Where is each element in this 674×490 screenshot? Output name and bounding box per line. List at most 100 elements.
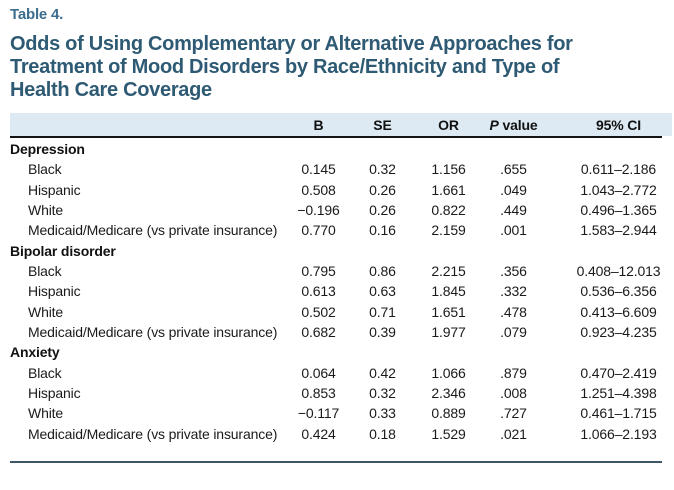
cell-p: .332 — [500, 283, 527, 300]
table-row: Hispanic 0.853 0.32 2.346 .008 1.251–4.3… — [10, 383, 662, 403]
cell-se: 0.33 — [369, 405, 396, 422]
cell-or: 1.156 — [431, 161, 466, 178]
row-label: Medicaid/Medicare (vs private insurance) — [28, 222, 278, 239]
cell-ci: 0.496–1.365 — [580, 202, 657, 219]
cell-se: 0.26 — [369, 202, 396, 219]
cell-se: 0.63 — [369, 283, 396, 300]
row-label: Hispanic — [28, 181, 81, 198]
cell-b: 0.508 — [301, 181, 336, 198]
cell-or: 1.651 — [431, 303, 466, 320]
cell-b: 0.795 — [301, 263, 336, 280]
cell-b: 0.770 — [301, 222, 336, 239]
row-label: Hispanic — [28, 385, 81, 402]
cell-or: 1.529 — [431, 425, 466, 442]
cell-p: .449 — [500, 202, 527, 219]
row-label: Hispanic — [28, 283, 81, 300]
table-row: Hispanic 0.613 0.63 1.845 .332 0.536–6.3… — [10, 281, 662, 301]
table-header: B SE OR P value 95% CI — [10, 113, 662, 138]
cell-or: 0.822 — [431, 202, 466, 219]
cell-p: .879 — [500, 364, 527, 381]
cell-p: .727 — [500, 405, 527, 422]
cell-p: .478 — [500, 303, 527, 320]
col-header-b: B — [289, 113, 348, 138]
cell-or: 1.977 — [431, 324, 466, 341]
section-label: Anxiety — [10, 344, 60, 361]
page-title-line-3: Health Care Coverage — [10, 79, 212, 101]
cell-or: 0.889 — [431, 405, 466, 422]
cell-ci: 0.408–12.013 — [576, 263, 661, 280]
cell-ci: 1.043–2.772 — [580, 181, 657, 198]
cell-b: 0.613 — [301, 283, 336, 300]
cell-p: .021 — [500, 425, 527, 442]
cell-ci: 0.461–1.715 — [580, 405, 657, 422]
row-label: White — [28, 303, 64, 320]
row-label: Medicaid/Medicare (vs private insurance) — [28, 425, 278, 442]
p-rest: value — [498, 116, 538, 133]
page-title-line-1: Odds of Using Complementary or Alternati… — [10, 33, 573, 55]
page-title: Odds of Using Complementary or Alternati… — [10, 33, 662, 102]
table-row: Medicaid/Medicare (vs private insurance)… — [10, 322, 662, 342]
table-row: White 0.502 0.71 1.651 .478 0.413–6.609 — [10, 302, 662, 322]
header-row: B SE OR P value 95% CI — [10, 113, 662, 138]
table-row: Black 0.064 0.42 1.066 .879 0.470–2.419 — [10, 363, 662, 383]
cell-b: −0.117 — [297, 405, 340, 422]
row-label: Black — [28, 263, 62, 280]
section-label: Depression — [10, 141, 85, 157]
table-row: Hispanic 0.508 0.26 1.661 .049 1.043–2.7… — [10, 180, 662, 200]
table-body: Depression Black 0.145 0.32 1.156 .655 0… — [10, 137, 662, 444]
p-italic: P — [489, 116, 499, 133]
cell-or: 1.661 — [431, 181, 466, 198]
table-row: White −0.117 0.33 0.889 .727 0.461–1.715 — [10, 403, 662, 423]
cell-or: 2.215 — [431, 263, 466, 280]
table-row: Medicaid/Medicare (vs private insurance)… — [10, 424, 662, 444]
row-label: Medicaid/Medicare (vs private insurance) — [28, 324, 278, 341]
cell-or: 1.066 — [431, 364, 466, 381]
row-label: Black — [28, 161, 62, 178]
cell-b: 0.145 — [301, 161, 336, 178]
bottom-rule — [10, 461, 662, 463]
row-label: White — [28, 202, 64, 219]
table-row: Black 0.145 0.32 1.156 .655 0.611–2.186 — [10, 159, 662, 179]
cell-ci: 1.583–2.944 — [580, 222, 657, 239]
cell-se: 0.16 — [369, 222, 396, 239]
cell-ci: 0.611–2.186 — [580, 161, 657, 178]
cell-se: 0.32 — [369, 385, 396, 402]
cell-ci: 0.536–6.356 — [580, 283, 657, 300]
cell-p: .655 — [500, 161, 527, 178]
table-row: Black 0.795 0.86 2.215 .356 0.408–12.013 — [10, 261, 662, 281]
cell-p: .008 — [500, 385, 527, 402]
cell-b: 0.853 — [301, 385, 336, 402]
cell-p: .049 — [500, 181, 527, 198]
row-label: Black — [28, 364, 62, 381]
cell-ci: 1.066–2.193 — [580, 425, 657, 442]
table-wrapper: B SE OR P value 95% CI Depression Black … — [10, 113, 672, 463]
cell-p: .079 — [500, 324, 527, 341]
cell-ci: 0.923–4.235 — [580, 324, 657, 341]
table-number-label: Table 4. — [10, 6, 64, 23]
cell-ci: 0.470–2.419 — [580, 364, 657, 381]
cell-ci: 0.413–6.609 — [580, 303, 657, 320]
cell-b: 0.502 — [301, 303, 336, 320]
section-row-depression: Depression — [10, 137, 662, 159]
table-row: Medicaid/Medicare (vs private insurance)… — [10, 220, 662, 240]
cell-se: 0.32 — [369, 161, 396, 178]
cell-se: 0.26 — [369, 181, 396, 198]
page-title-line-2: Treatment of Mood Disorders by Race/Ethn… — [10, 56, 560, 78]
cell-se: 0.39 — [369, 324, 396, 341]
section-row-bipolar: Bipolar disorder — [10, 241, 662, 261]
cell-or: 2.159 — [431, 222, 466, 239]
cell-or: 2.346 — [431, 385, 466, 402]
section-label: Bipolar disorder — [10, 242, 116, 259]
stats-table: B SE OR P value 95% CI Depression Black … — [10, 113, 662, 444]
row-label: White — [28, 405, 64, 422]
cell-se: 0.71 — [369, 303, 396, 320]
col-header-p-value: P value — [480, 113, 547, 138]
cell-p: .356 — [500, 263, 527, 280]
cell-se: 0.42 — [369, 364, 396, 381]
cell-or: 1.845 — [431, 283, 466, 300]
section-row-anxiety: Anxiety — [10, 342, 662, 362]
col-header-or: OR — [417, 113, 480, 138]
cell-b: 0.424 — [301, 425, 336, 442]
cell-se: 0.18 — [369, 425, 396, 442]
